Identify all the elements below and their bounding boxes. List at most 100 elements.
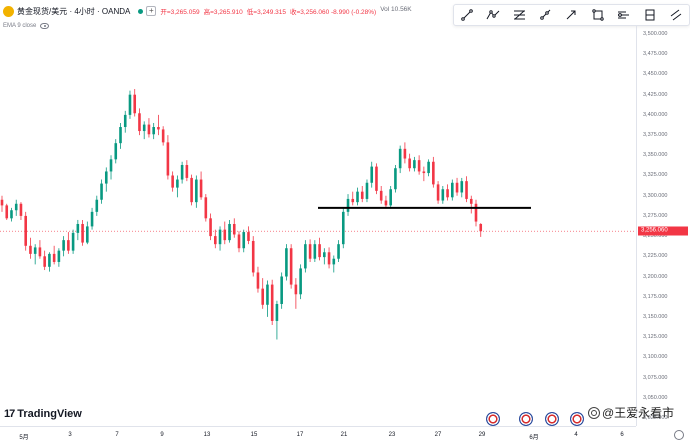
candle[interactable]	[323, 248, 326, 265]
candle[interactable]	[161, 126, 165, 146]
candle[interactable]	[261, 278, 264, 309]
candle[interactable]	[247, 226, 250, 245]
candle[interactable]	[142, 121, 146, 140]
candle[interactable]	[62, 236, 65, 257]
candle[interactable]	[176, 175, 179, 198]
candle[interactable]	[214, 229, 217, 249]
candle[interactable]	[157, 114, 160, 136]
candle[interactable]	[432, 156, 435, 188]
candle[interactable]	[479, 223, 483, 237]
candle[interactable]	[455, 177, 459, 196]
candle[interactable]	[128, 90, 132, 119]
candle[interactable]	[29, 237, 32, 259]
candle[interactable]	[152, 122, 155, 140]
candle[interactable]	[242, 229, 246, 253]
candle[interactable]	[251, 236, 255, 277]
candle[interactable]	[370, 161, 374, 188]
add-symbol-button[interactable]: +	[146, 6, 157, 16]
candle[interactable]	[171, 171, 174, 192]
candle[interactable]	[313, 240, 317, 262]
indicator-legend[interactable]: EMA 9 close	[3, 23, 50, 29]
candle[interactable]	[365, 179, 369, 203]
candle[interactable]	[398, 145, 402, 174]
candle[interactable]	[337, 240, 340, 262]
candle[interactable]	[422, 166, 426, 182]
rectangle-icon[interactable]	[590, 7, 606, 23]
candle[interactable]	[138, 108, 141, 136]
us-flag-icon[interactable]	[570, 412, 584, 426]
candle[interactable]	[379, 186, 383, 204]
candle[interactable]	[446, 184, 449, 201]
candle[interactable]	[256, 266, 260, 293]
candle[interactable]	[166, 135, 170, 180]
candle[interactable]	[417, 155, 421, 175]
candle[interactable]	[19, 202, 23, 220]
candle[interactable]	[304, 240, 307, 273]
candle[interactable]	[469, 195, 473, 214]
candle[interactable]	[465, 176, 468, 203]
candle[interactable]	[199, 171, 203, 200]
candle[interactable]	[294, 278, 298, 309]
time-axis[interactable]: 5月 3 7 9 13 15 17 21 23 27 29 6月 4 6	[0, 426, 636, 446]
polyline-icon[interactable]	[485, 7, 501, 23]
candle[interactable]	[57, 248, 61, 267]
eye-icon[interactable]	[40, 23, 50, 29]
candle[interactable]	[237, 231, 241, 253]
candle[interactable]	[33, 244, 37, 265]
candle[interactable]	[318, 237, 321, 261]
candle[interactable]	[460, 177, 464, 198]
candle[interactable]	[299, 264, 302, 300]
candle[interactable]	[356, 187, 359, 206]
candle[interactable]	[81, 219, 84, 246]
candle[interactable]	[100, 179, 103, 204]
horizontal-ray-icon[interactable]	[616, 7, 632, 23]
candle[interactable]	[341, 207, 345, 249]
symbol-title[interactable]: 黄金现货/美元 · 4小时 · OANDA	[17, 6, 131, 16]
candle[interactable]	[104, 167, 108, 192]
candle[interactable]	[114, 139, 118, 164]
long-position-icon[interactable]	[642, 7, 658, 23]
settings-icon[interactable]	[674, 430, 684, 440]
candle[interactable]	[147, 118, 151, 138]
candle[interactable]	[67, 232, 70, 254]
candle[interactable]	[24, 211, 27, 251]
parallel-channel-icon[interactable]	[668, 7, 684, 23]
candle[interactable]	[133, 89, 137, 117]
candle[interactable]	[308, 239, 312, 262]
candle[interactable]	[408, 153, 411, 172]
candle[interactable]	[351, 191, 355, 206]
candle[interactable]	[285, 244, 288, 281]
candle[interactable]	[71, 229, 75, 254]
fib-retracement-icon[interactable]	[511, 7, 527, 23]
candle[interactable]	[441, 186, 445, 204]
candle[interactable]	[0, 195, 4, 212]
candle[interactable]	[185, 160, 189, 182]
candle[interactable]	[223, 221, 227, 245]
candle[interactable]	[228, 219, 231, 243]
candle[interactable]	[403, 142, 407, 164]
candle[interactable]	[384, 195, 388, 209]
us-flag-icon[interactable]	[519, 412, 533, 426]
candle[interactable]	[43, 250, 46, 271]
candle[interactable]	[332, 255, 336, 273]
candle[interactable]	[10, 207, 13, 222]
candle[interactable]	[14, 199, 18, 216]
trend-line-icon[interactable]	[459, 7, 475, 23]
candle[interactable]	[270, 279, 274, 325]
tradingview-logo[interactable]: 17 TradingView	[4, 408, 82, 420]
candle[interactable]	[280, 272, 283, 309]
candle[interactable]	[360, 186, 364, 203]
candle[interactable]	[266, 280, 269, 317]
candle[interactable]	[190, 174, 193, 206]
ray-icon[interactable]	[537, 7, 553, 23]
candle[interactable]	[275, 300, 279, 340]
candle[interactable]	[86, 221, 89, 245]
candle[interactable]	[204, 194, 208, 222]
us-flag-icon[interactable]	[486, 412, 500, 426]
candle[interactable]	[232, 218, 236, 238]
candle[interactable]	[346, 194, 350, 216]
candle[interactable]	[474, 199, 478, 227]
candle[interactable]	[52, 245, 56, 265]
candle[interactable]	[289, 244, 293, 289]
candle[interactable]	[436, 181, 440, 204]
